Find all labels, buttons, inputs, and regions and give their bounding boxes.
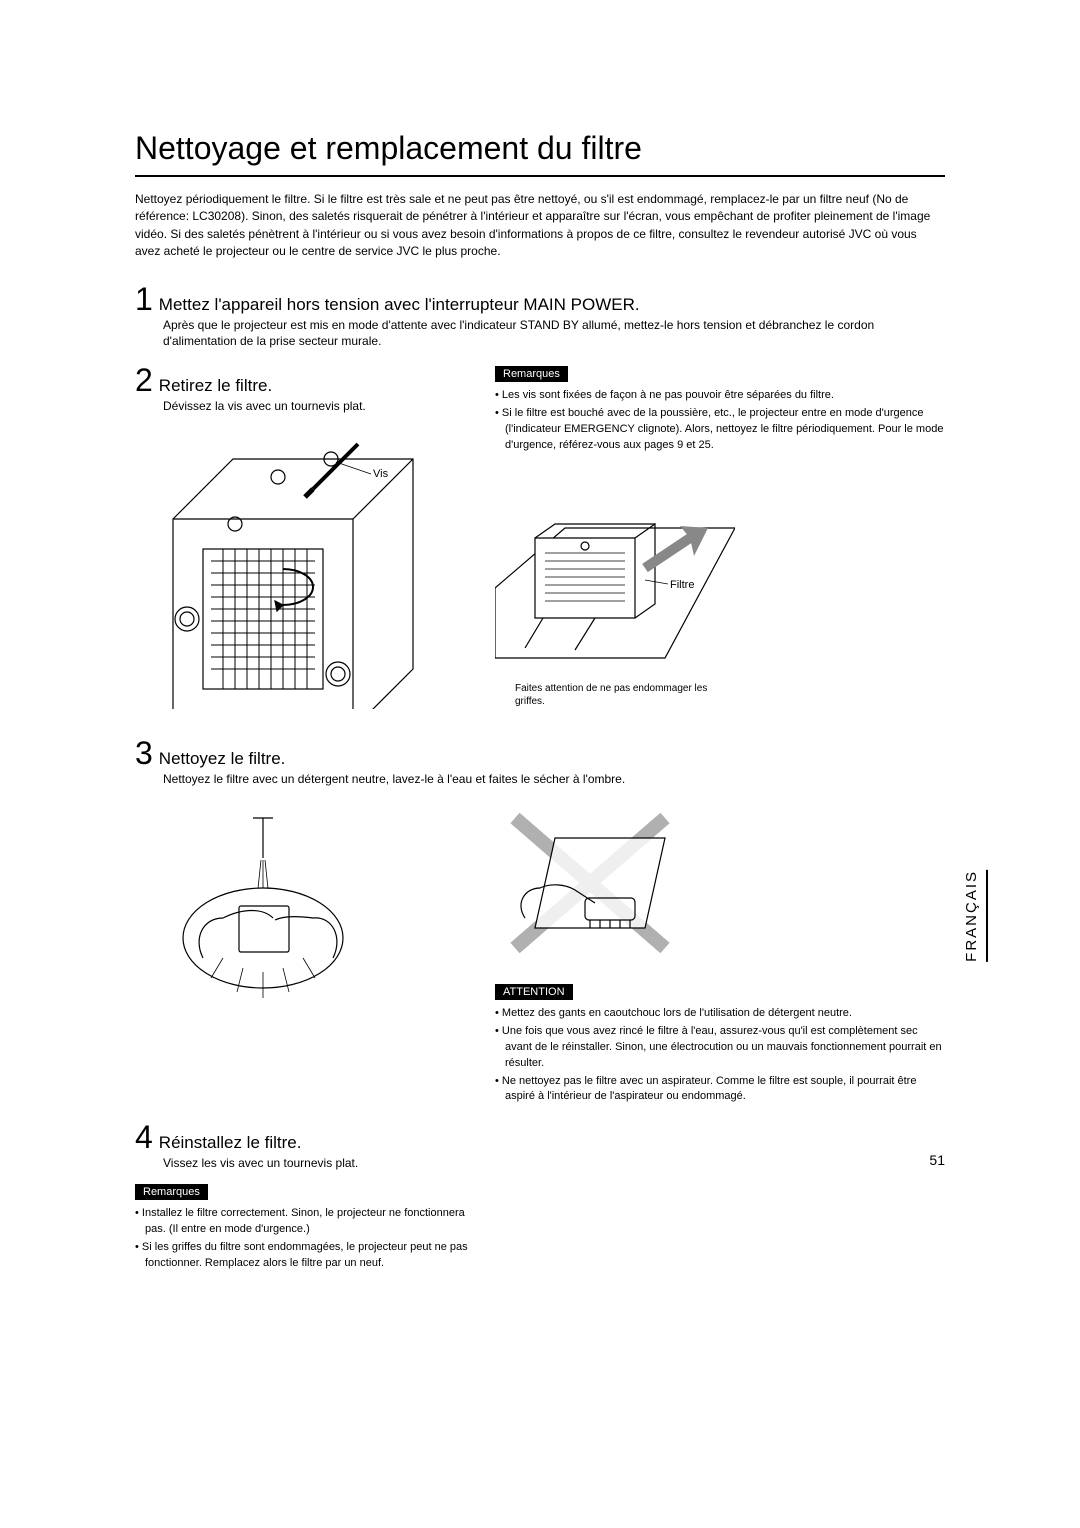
page-title: Nettoyage et remplacement du filtre bbox=[135, 130, 945, 177]
figure-projector: Vis bbox=[163, 429, 465, 709]
step-1: 1 Mettez l'appareil hors tension avec l'… bbox=[135, 283, 945, 351]
attention-1: Mettez des gants en caoutchouc lors de l… bbox=[495, 1006, 945, 1022]
step-4: 4 Réinstallez le filtre. Vissez les vis … bbox=[135, 1121, 475, 1272]
step-1-description: Après que le projecteur est mis en mode … bbox=[163, 317, 945, 351]
page-number: 51 bbox=[929, 1152, 945, 1168]
step-3: 3 Nettoyez le filtre. Nettoyez le filtre… bbox=[135, 737, 945, 1107]
step-2-note-1: Les vis sont fixées de façon à ne pas po… bbox=[495, 388, 945, 404]
label-filtre: Filtre bbox=[670, 579, 694, 591]
step-3-description: Nettoyez le filtre avec un détergent neu… bbox=[163, 771, 945, 788]
step-1-title: Mettez l'appareil hors tension avec l'in… bbox=[159, 295, 640, 315]
remarques-label-1: Remarques bbox=[495, 366, 568, 382]
step-2: 2 Retirez le filtre. Dévissez la vis ave… bbox=[135, 364, 945, 723]
step-2-notes: Les vis sont fixées de façon à ne pas po… bbox=[495, 388, 945, 454]
step-4-note-2: Si les griffes du filtre sont endommagée… bbox=[135, 1240, 475, 1272]
step-4-title: Réinstallez le filtre. bbox=[159, 1133, 302, 1153]
step-1-number: 1 bbox=[135, 283, 153, 315]
step-4-notes: Installez le filtre correctement. Sinon,… bbox=[135, 1206, 475, 1272]
step-2-title: Retirez le filtre. bbox=[159, 376, 272, 396]
step-4-number: 4 bbox=[135, 1121, 153, 1153]
step-3-attention-list: Mettez des gants en caoutchouc lors de l… bbox=[495, 1006, 945, 1106]
language-tab: FRANÇAIS bbox=[963, 870, 988, 962]
step-4-description: Vissez les vis avec un tournevis plat. bbox=[163, 1155, 475, 1172]
intro-text: Nettoyez périodiquement le filtre. Si le… bbox=[135, 191, 945, 261]
attention-2: Une fois que vous avez rincé le filtre à… bbox=[495, 1024, 945, 1072]
step-2-number: 2 bbox=[135, 364, 153, 396]
remarques-label-2: Remarques bbox=[135, 1184, 208, 1200]
figure-filter-panel: Filtre Faites attention de ne pas endomm… bbox=[495, 468, 945, 708]
label-vis: Vis bbox=[373, 468, 389, 480]
figure-wash bbox=[163, 808, 465, 1008]
step-3-number: 3 bbox=[135, 737, 153, 769]
attention-label: ATTENTION bbox=[495, 984, 573, 1000]
step-2-note-2: Si le filtre est bouché avec de la pouss… bbox=[495, 406, 945, 454]
step-4-note-1: Installez le filtre correctement. Sinon,… bbox=[135, 1206, 475, 1238]
attention-3: Ne nettoyez pas le filtre avec un aspira… bbox=[495, 1074, 945, 1106]
step-2-description: Dévissez la vis avec un tournevis plat. bbox=[163, 398, 465, 415]
figure-caption: Faites attention de ne pas endommager le… bbox=[515, 682, 715, 708]
figure-no-vacuum bbox=[495, 808, 945, 968]
step-3-title: Nettoyez le filtre. bbox=[159, 749, 286, 769]
